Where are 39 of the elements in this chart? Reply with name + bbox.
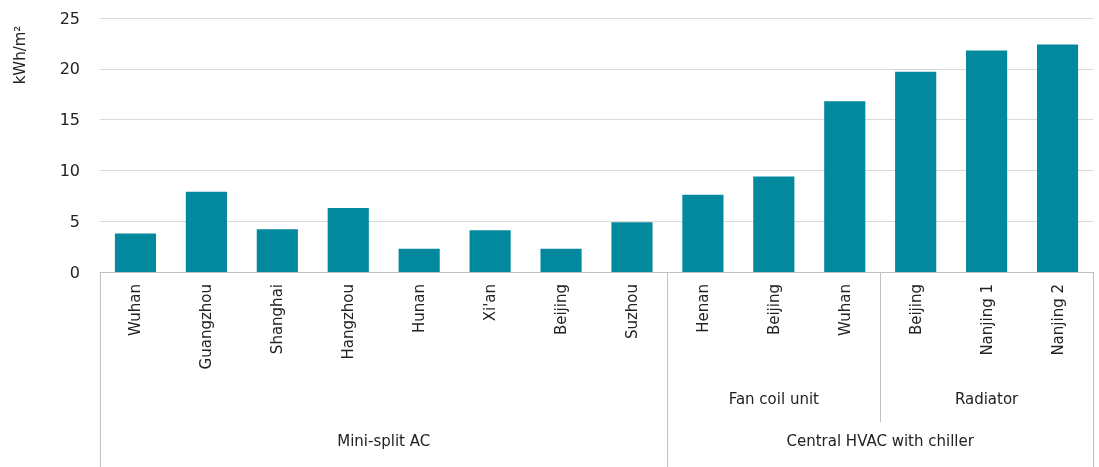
y-tick-label: 15 — [59, 110, 80, 130]
bar — [753, 176, 795, 272]
y-tick-label: 25 — [59, 8, 80, 28]
bar — [398, 248, 440, 272]
bar — [114, 233, 157, 272]
bar — [185, 191, 227, 272]
x-tick-label: Nanjing 2 — [1048, 284, 1067, 356]
y-tick-label: 20 — [59, 59, 80, 79]
x-tick-label: Suzhou — [622, 284, 641, 340]
bar — [469, 230, 511, 272]
x-tick-label: Xi'an — [481, 284, 500, 322]
text: Radiator — [954, 390, 1019, 408]
bar — [1036, 44, 1079, 272]
text: Mini-split AC — [337, 432, 431, 450]
bar — [540, 248, 582, 272]
y-axis-title: kWh/m² — [11, 25, 29, 85]
bar — [895, 71, 937, 272]
x-tick-label: Henan — [693, 284, 712, 333]
x-tick-label: Nanjing 1 — [977, 284, 996, 356]
y-tick-label: 10 — [59, 160, 80, 180]
x-tick-label: Hunan — [410, 284, 429, 333]
x-tick-label: Hangzhou — [339, 284, 358, 360]
bar — [327, 207, 369, 272]
x-tick-label: Shanghai — [268, 284, 287, 355]
text: Central HVAC with chiller — [786, 432, 974, 450]
x-tick-label: Beijing — [552, 284, 571, 336]
x-tick-label: Beijing — [764, 284, 783, 336]
bar — [824, 101, 866, 272]
bar — [611, 222, 653, 272]
x-tick-label: Wuhan — [126, 284, 145, 337]
y-tick-label: 5 — [69, 211, 80, 231]
bar — [966, 50, 1008, 272]
y-tick-label: 0 — [69, 262, 80, 282]
text: Fan coil unit — [728, 390, 819, 408]
x-tick-label: Guangzhou — [197, 284, 216, 370]
bar — [256, 229, 298, 272]
bar — [682, 194, 724, 272]
x-tick-label: Wuhan — [835, 284, 854, 337]
x-tick-label: Beijing — [906, 284, 925, 336]
